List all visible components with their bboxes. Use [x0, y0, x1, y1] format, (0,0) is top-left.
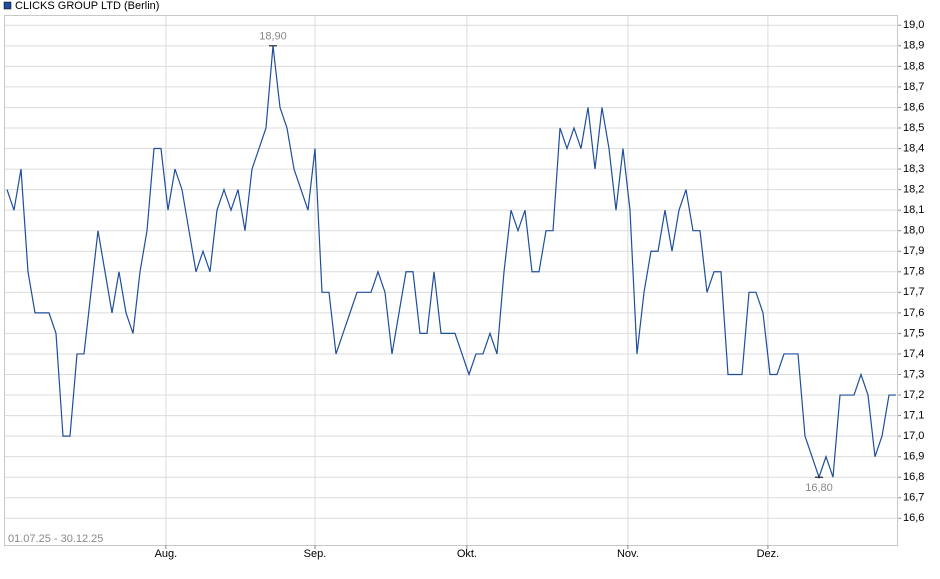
x-tick-label: Sep. [304, 548, 327, 560]
y-tick-label: 17,3 [903, 368, 924, 380]
y-tick-label: 18,9 [903, 40, 924, 52]
y-tick-label: 18,6 [903, 101, 924, 113]
y-tick-label: 17,8 [903, 266, 924, 278]
x-tick-label: Nov. [617, 548, 639, 560]
y-tick-label: 16,6 [903, 512, 924, 524]
y-tick-label: 18,2 [903, 184, 924, 196]
exchange-label: (Berlin) [124, 0, 159, 12]
y-tick-label: 17,0 [903, 430, 924, 442]
x-tick-label: Aug. [155, 548, 178, 560]
y-tick-label: 18,0 [903, 225, 924, 237]
y-tick-label: 18,3 [903, 163, 924, 175]
extreme-label: 18,90 [259, 31, 287, 43]
y-tick-label: 18,4 [903, 142, 924, 154]
price-line [6, 45, 896, 480]
y-tick-label: 17,9 [903, 245, 924, 257]
y-tick-label: 18,8 [903, 60, 924, 72]
y-tick-label: 16,8 [903, 471, 924, 483]
date-range: 01.07.25 - 30.12.25 [8, 533, 103, 545]
x-tick-label: Okt. [457, 548, 477, 560]
x-tick-label: Dez. [757, 548, 780, 560]
y-tick-label: 17,7 [903, 286, 924, 298]
y-tick-label: 19,0 [903, 19, 924, 31]
y-tick-label: 16,9 [903, 451, 924, 463]
extreme-label: 16,80 [805, 482, 833, 494]
y-tick-label: 17,1 [903, 409, 924, 421]
plot-frame [4, 15, 898, 546]
y-tick-label: 17,4 [903, 348, 924, 360]
y-tick-label: 18,1 [903, 204, 924, 216]
y-tick-label: 16,7 [903, 492, 924, 504]
legend-label: CLICKS GROUP LTD [15, 0, 121, 12]
y-tick-label: 17,5 [903, 327, 924, 339]
y-tick-label: 17,2 [903, 389, 924, 401]
y-tick-label: 18,5 [903, 122, 924, 134]
legend-swatch [3, 1, 12, 10]
y-tick-label: 17,6 [903, 307, 924, 319]
y-tick-label: 18,7 [903, 81, 924, 93]
